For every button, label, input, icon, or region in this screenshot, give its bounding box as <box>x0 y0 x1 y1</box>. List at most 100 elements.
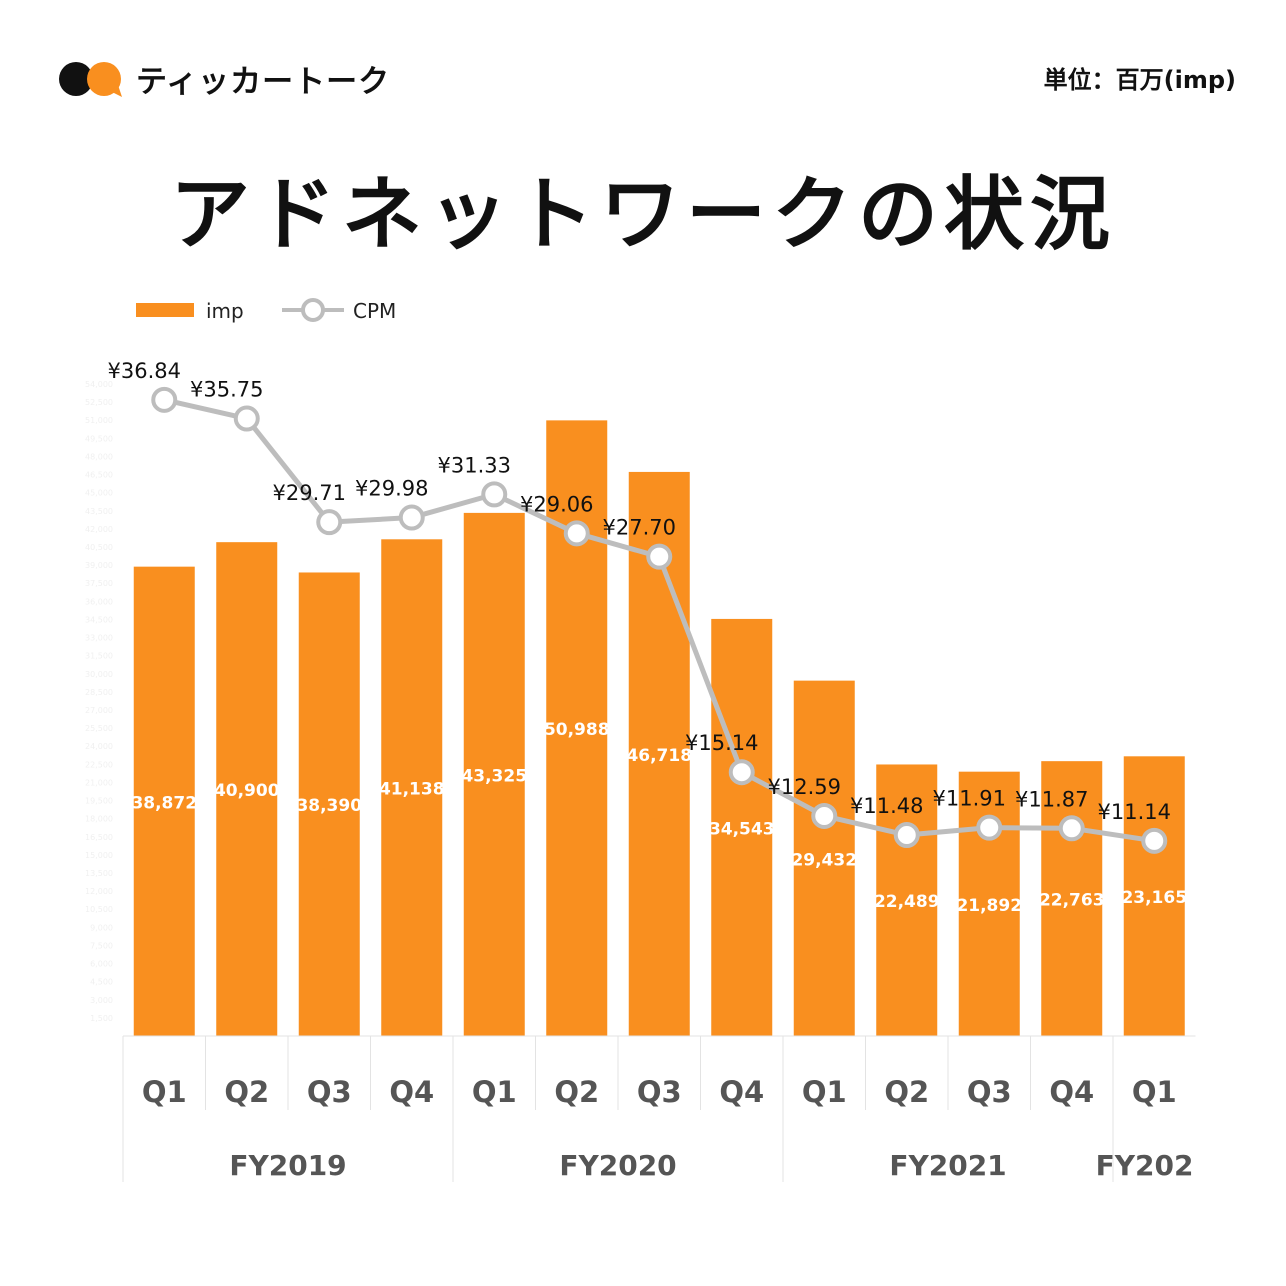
x-tick-label: Q2 <box>554 1075 599 1109</box>
cpm-value-label: ¥27.70 <box>603 516 676 540</box>
logo: ティッカートーク <box>58 56 390 101</box>
y-tick-label: 22,500 <box>85 760 113 769</box>
cpm-point <box>976 814 1003 841</box>
bar-imp <box>298 572 360 1036</box>
x-tick-label: Q4 <box>719 1075 764 1109</box>
cpm-point <box>481 481 508 508</box>
bar-value-label: 50,988 <box>544 720 610 740</box>
cpm-point <box>811 802 838 829</box>
bar-imp <box>711 618 773 1036</box>
y-tick-label: 37,500 <box>85 579 113 588</box>
y-tick-label: 28,500 <box>85 688 113 697</box>
y-tick-label: 24,000 <box>85 742 113 751</box>
y-tick-label: 21,000 <box>85 778 113 787</box>
cpm-value-label: ¥11.48 <box>850 794 923 818</box>
bar-imp <box>216 542 278 1036</box>
bar-value-label: 21,892 <box>956 896 1022 916</box>
y-tick-label: 34,500 <box>85 615 113 624</box>
group-label: FY2019 <box>229 1149 346 1182</box>
cpm-value-label: ¥11.91 <box>933 787 1006 811</box>
x-tick-label: Q1 <box>1132 1075 1177 1109</box>
bar-imp <box>133 566 195 1036</box>
bar-value-label: 41,138 <box>379 780 445 800</box>
cpm-value-label: ¥11.87 <box>1015 787 1088 811</box>
bar-imp <box>381 539 443 1036</box>
cpm-point <box>1141 827 1168 854</box>
clip-mask <box>1195 1140 1286 1190</box>
legend-imp-label: imp <box>206 299 244 323</box>
cpm-value-label: ¥11.14 <box>1098 800 1171 824</box>
cpm-value-label: ¥31.33 <box>438 453 511 477</box>
y-tick-label: 13,500 <box>85 869 113 878</box>
group-label: FY2020 <box>559 1149 676 1182</box>
bar-value-label: 29,432 <box>791 850 857 870</box>
unit-label: 単位：百万(imp) <box>1043 66 1236 94</box>
x-tick-label: Q1 <box>472 1075 517 1109</box>
cpm-point <box>233 405 260 432</box>
legend-cpm-marker <box>301 298 325 322</box>
bar-value-label: 38,390 <box>296 796 362 816</box>
y-tick-label: 25,500 <box>85 724 113 733</box>
x-tick-label: Q3 <box>637 1075 682 1109</box>
legend-imp-swatch <box>136 303 194 317</box>
bar-value-label: 38,872 <box>131 793 197 813</box>
x-tick-label: Q1 <box>802 1075 847 1109</box>
x-tick-label: Q2 <box>884 1075 929 1109</box>
cpm-point <box>563 520 590 547</box>
cpm-point <box>1058 815 1085 842</box>
bar-value-label: 40,900 <box>214 781 280 801</box>
y-tick-label: 19,500 <box>85 797 113 806</box>
y-tick-label: 16,500 <box>85 833 113 842</box>
cpm-point <box>151 386 178 413</box>
bar-value-label: 34,543 <box>709 819 775 839</box>
cpm-point <box>893 822 920 849</box>
bar-value-label: 43,325 <box>461 766 527 786</box>
y-tick-label: 51,000 <box>85 416 113 425</box>
bar-value-label: 23,165 <box>1121 888 1187 908</box>
cpm-point <box>728 759 755 786</box>
y-tick-label: 15,000 <box>85 851 113 860</box>
y-tick-label: 33,000 <box>85 634 113 643</box>
y-tick-label: 48,000 <box>85 452 113 461</box>
bar-imp <box>463 512 525 1036</box>
y-tick-label: 36,000 <box>85 597 113 606</box>
y-tick-label: 6,000 <box>90 960 113 969</box>
cpm-point <box>398 504 425 531</box>
y-tick-label: 4,500 <box>90 978 113 987</box>
cpm-value-label: ¥35.75 <box>190 378 263 402</box>
y-tick-label: 27,000 <box>85 706 113 715</box>
bar-imp <box>793 680 855 1036</box>
bar-value-label: 22,763 <box>1039 891 1105 911</box>
legend-cpm-label: CPM <box>353 299 396 323</box>
cpm-value-label: ¥29.98 <box>355 477 428 501</box>
y-tick-label: 49,500 <box>85 434 113 443</box>
y-tick-label: 9,000 <box>90 923 113 932</box>
cpm-point <box>646 543 673 570</box>
logo-icon <box>59 61 122 97</box>
cpm-value-label: ¥29.06 <box>520 492 593 516</box>
y-tick-label: 30,000 <box>85 670 113 679</box>
x-tick-label: Q3 <box>307 1075 352 1109</box>
x-tick-label: Q4 <box>1049 1075 1094 1109</box>
x-tick-label: Q4 <box>389 1075 434 1109</box>
y-tick-label: 54,000 <box>85 380 113 389</box>
x-tick-label: Q1 <box>142 1075 187 1109</box>
bar-imp <box>1041 761 1103 1036</box>
x-tick-label: Q2 <box>224 1075 269 1109</box>
y-tick-label: 42,000 <box>85 525 113 534</box>
cpm-value-label: ¥29.71 <box>273 481 346 505</box>
y-tick-label: 39,000 <box>85 561 113 570</box>
group-label: FY2021 <box>889 1149 1006 1182</box>
cpm-point <box>316 509 343 536</box>
bar-value-label: 46,718 <box>626 746 692 766</box>
y-tick-label: 43,500 <box>85 507 113 516</box>
y-tick-label: 1,500 <box>90 1014 113 1023</box>
bar-imp <box>876 764 938 1036</box>
x-tick-label: Q3 <box>967 1075 1012 1109</box>
y-tick-label: 40,500 <box>85 543 113 552</box>
y-tick-label: 18,000 <box>85 815 113 824</box>
y-tick-label: 46,500 <box>85 471 113 480</box>
brand-name: ティッカートーク <box>136 64 391 100</box>
bar-imp <box>1123 756 1185 1036</box>
